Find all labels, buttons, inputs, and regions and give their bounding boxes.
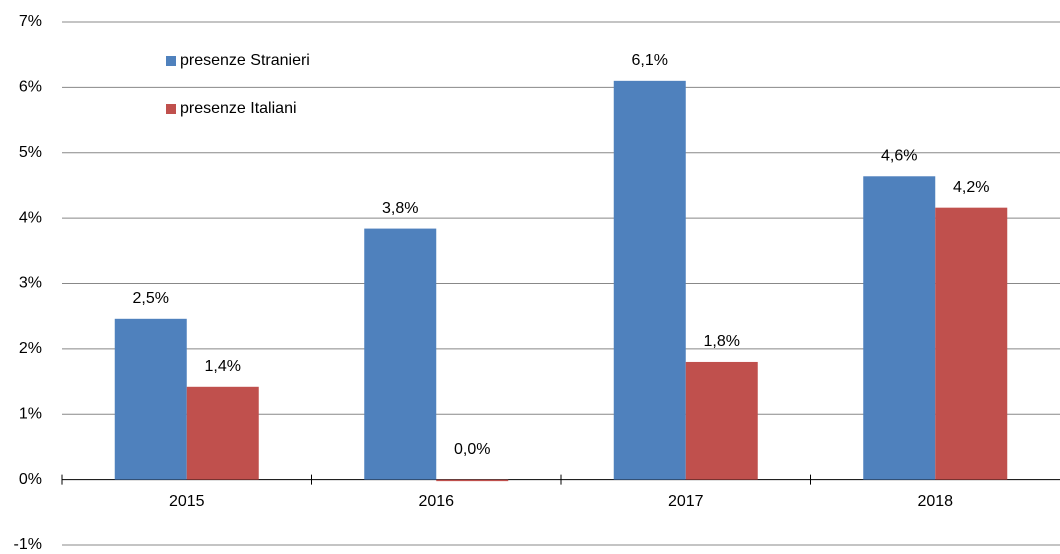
y-tick-label: -1% [14,536,42,553]
bar [114,318,187,480]
y-tick-label: 4% [19,209,42,226]
bar [613,80,686,480]
legend-label: presenze Stranieri [180,52,310,69]
data-label: 4,6% [881,148,917,165]
data-label: 1,4% [205,358,241,375]
x-tick-label: 2015 [169,493,205,510]
bar [863,176,936,480]
legend-label: presenze Italiani [180,100,297,117]
bar [364,228,437,480]
bar [436,479,509,482]
bar [685,361,758,480]
bar [186,386,259,480]
data-label: 3,8% [382,200,418,217]
data-label: 2,5% [133,290,169,307]
x-tick-label: 2017 [668,493,704,510]
legend-swatch [166,104,176,114]
x-tick-label: 2016 [418,493,454,510]
data-label: 1,8% [704,333,740,350]
y-tick-label: 2% [19,340,42,357]
data-label: 0,0% [454,441,490,458]
x-tick-label: 2018 [917,493,953,510]
y-tick-label: 5% [19,144,42,161]
bar [935,207,1008,480]
y-tick-label: 1% [19,405,42,422]
data-label: 6,1% [632,52,668,69]
legend-swatch [166,56,176,66]
y-tick-label: 6% [19,79,42,96]
y-tick-label: 0% [19,471,42,488]
data-label: 4,2% [953,179,989,196]
y-tick-label: 7% [19,13,42,30]
y-tick-label: 3% [19,275,42,292]
